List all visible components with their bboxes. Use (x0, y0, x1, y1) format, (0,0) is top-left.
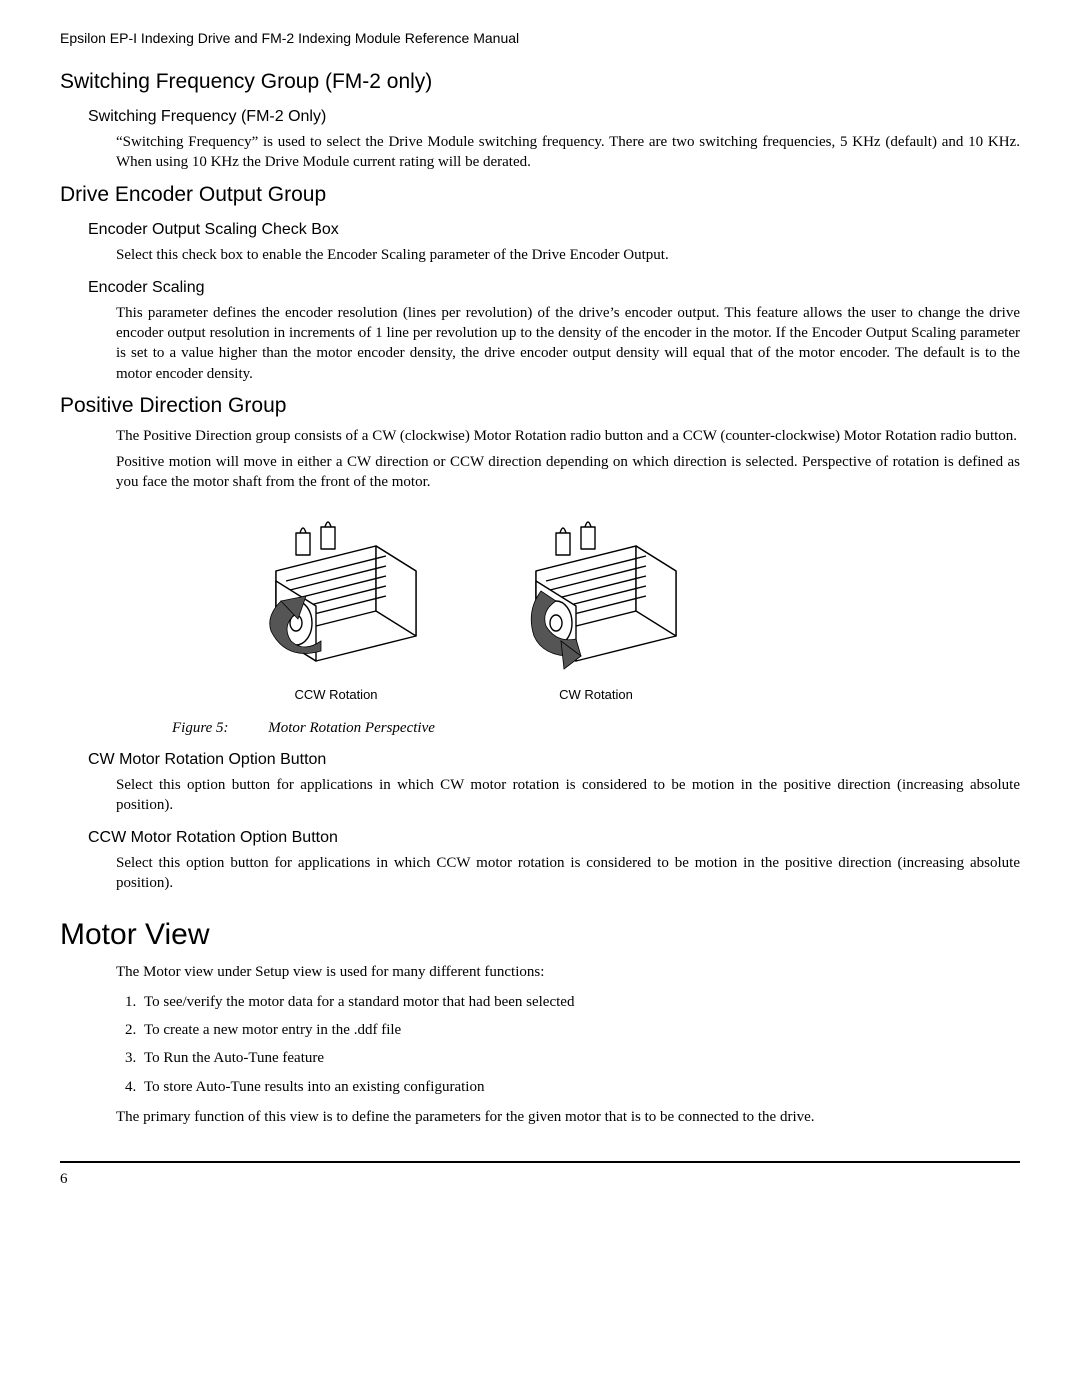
motor-cw-icon (486, 511, 706, 681)
heading-ccw-option: CCW Motor Rotation Option Button (88, 829, 1020, 847)
list-item: To see/verify the motor data for a stand… (140, 988, 1020, 1016)
label-cw-rotation: CW Rotation (486, 687, 706, 702)
para-ccw-option: Select this option button for applicatio… (116, 853, 1020, 894)
list-item: To Run the Auto-Tune feature (140, 1044, 1020, 1072)
figure-title: Motor Rotation Perspective (268, 720, 435, 736)
motor-view-list: To see/verify the motor data for a stand… (116, 988, 1020, 1101)
para-encoder-scaling: This parameter defines the encoder resol… (116, 303, 1020, 384)
motor-ccw-icon (226, 511, 446, 681)
running-header: Epsilon EP-I Indexing Drive and FM-2 Ind… (60, 30, 1020, 46)
list-item: To create a new motor entry in the .ddf … (140, 1016, 1020, 1044)
label-ccw-rotation: CCW Rotation (226, 687, 446, 702)
figure-caption: Figure 5: Motor Rotation Perspective (172, 720, 1020, 737)
heading-cw-option: CW Motor Rotation Option Button (88, 751, 1020, 769)
heading-encoder-output-scaling-checkbox: Encoder Output Scaling Check Box (88, 221, 1020, 239)
footer-rule (60, 1161, 1020, 1163)
figure-number: Figure 5: (172, 720, 229, 736)
para-motor-view-outro: The primary function of this view is to … (116, 1107, 1020, 1127)
para-encoder-scaling-checkbox: Select this check box to enable the Enco… (116, 245, 1020, 265)
para-positive-direction-1: The Positive Direction group consists of… (116, 426, 1020, 446)
heading-switching-frequency: Switching Frequency (FM-2 Only) (88, 108, 1020, 126)
para-positive-direction-2: Positive motion will move in either a CW… (116, 452, 1020, 493)
heading-switching-frequency-group: Switching Frequency Group (FM-2 only) (60, 70, 1020, 94)
para-switching-frequency: “Switching Frequency” is used to select … (116, 132, 1020, 173)
heading-positive-direction-group: Positive Direction Group (60, 394, 1020, 418)
heading-encoder-scaling: Encoder Scaling (88, 279, 1020, 297)
figure-motor-rotation: CCW Rotation (116, 511, 1020, 737)
list-item: To store Auto-Tune results into an exist… (140, 1073, 1020, 1101)
para-motor-view-intro: The Motor view under Setup view is used … (116, 962, 1020, 982)
heading-motor-view: Motor View (60, 918, 1020, 952)
para-cw-option: Select this option button for applicatio… (116, 775, 1020, 816)
heading-drive-encoder-output-group: Drive Encoder Output Group (60, 183, 1020, 207)
page-number: 6 (60, 1171, 1020, 1188)
